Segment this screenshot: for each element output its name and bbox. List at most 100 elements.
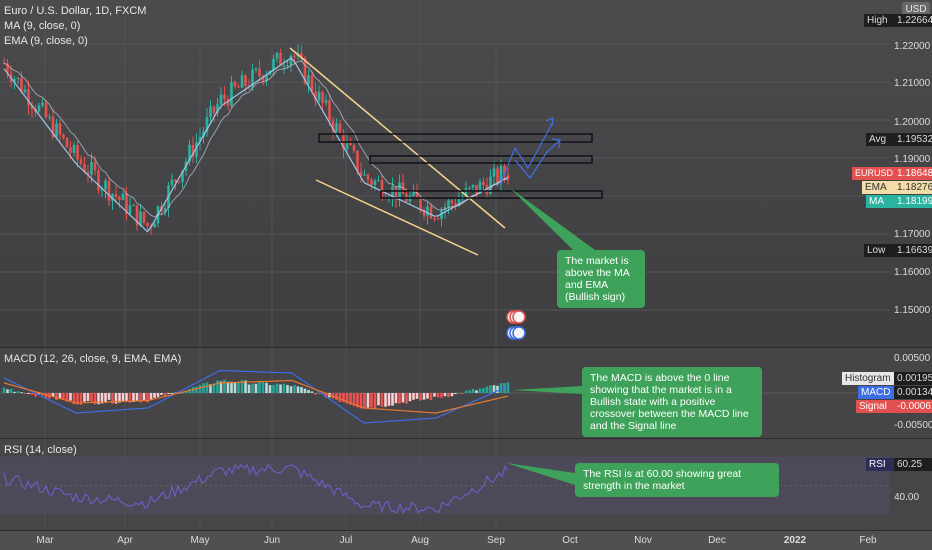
price-pane[interactable]: Euro / U.S. Dollar, 1D, FXCM MA (9, clos… [0,0,932,347]
histogram-bar [272,384,275,393]
low-tag-value: 1.16639 [894,244,932,257]
candle-body [139,211,142,226]
candle-body [258,68,261,76]
candle-body [188,144,191,162]
candle-body [377,180,380,182]
histogram-bar [363,393,366,409]
histogram-bar [380,393,384,407]
rsi-pane[interactable]: RSI (14, close) 40.00 RSI 60.25 The RSI … [0,438,932,531]
candle-body [100,189,104,191]
histogram-bar [447,393,450,398]
candle-body [237,86,240,88]
candle-body [121,193,125,201]
candle-body [44,102,48,118]
candle-body [191,144,195,157]
histogram-bar [506,382,510,393]
price-tick: 1.22000 [894,41,931,52]
high-tag-value: 1.22664 [894,14,932,27]
candle-body [233,81,237,87]
resistance-zone [369,155,593,164]
histogram-bar [300,387,303,393]
ema-legend[interactable]: EMA (9, close, 0) [4,35,88,47]
candle-body [48,116,51,118]
histogram-bar [370,393,373,408]
candle-body [216,104,219,113]
candle-body [27,89,30,106]
candle-body [170,179,174,186]
candle-body [303,57,307,84]
macd-callout: The MACD is above the 0 line showing tha… [582,367,762,437]
candle-body [426,206,429,216]
candle-body [20,77,23,93]
rsi-tick: 40.00 [894,492,920,503]
candle-body [370,179,373,185]
histogram-bar [79,393,83,405]
histogram-bar [111,393,114,404]
histogram-bar [76,393,79,405]
candle-body [338,123,342,133]
histogram-bar [104,393,107,403]
signal-tag-label: Signal [856,400,894,413]
histogram-bar [254,383,258,393]
time-axis[interactable]: Mar Apr May Jun Jul Aug Sep Oct Nov Dec … [0,530,932,550]
histogram-bar [296,386,300,393]
candle-body [209,106,212,118]
month-label: Apr [117,535,133,546]
histogram-bar [34,393,37,397]
candle-body [153,223,156,228]
candle-body [391,186,394,199]
candle-body [86,172,90,175]
histogram-bar [478,388,482,393]
histogram-bar [9,388,13,393]
macd-pane[interactable]: MACD (12, 26, close, 9, EMA, EMA) 0.0050… [0,347,932,438]
candle-body [321,92,324,103]
candle-body [163,207,167,212]
candle-body [104,180,107,190]
histogram-bar [135,393,139,401]
histogram-bar [485,386,489,393]
histogram-bar [303,388,307,393]
candle-body [272,58,275,71]
histogram-bar [461,393,464,394]
histogram-bar [251,383,254,393]
callout-pointer [510,188,595,250]
month-label: May [190,535,210,546]
month-label: 2022 [783,535,807,546]
histogram-bar [216,380,219,393]
histogram-bar [121,393,125,402]
candle-body [107,180,111,201]
candle-body [293,55,296,57]
histogram-bar [170,393,174,394]
macd-tick: 0.00500 [894,353,931,364]
histogram-bar [310,391,314,393]
candle-body [307,75,310,84]
candle-body [317,92,321,101]
candle-body [69,147,72,153]
projection-arrowhead [551,138,561,149]
histogram-bar [345,393,349,404]
histogram-bar [6,389,9,393]
histogram-bar [72,393,76,405]
projection-path [499,121,554,186]
histogram-bar [471,388,475,393]
candle-body [380,180,384,197]
ma-tag-value: 1.18199 [894,195,932,208]
candle-body [468,187,471,189]
symbol-title: Euro / U.S. Dollar, 1D, FXCM [4,5,147,17]
candle-body [30,105,34,109]
candle-body [300,53,303,58]
candle-body [457,199,461,206]
candle-body [422,209,426,216]
histogram-bar [412,393,415,400]
candle-body [345,141,349,150]
ma-legend[interactable]: MA (9, close, 0) [4,20,81,32]
histogram-bar [114,393,118,404]
histogram-bar [146,393,149,403]
histogram-bar [174,392,177,394]
histogram-bar [219,381,223,393]
histogram-bar [429,393,433,401]
histogram-bar [51,393,55,397]
rsi-tag-label: RSI [866,458,894,471]
month-label: Nov [634,535,652,546]
trendline-lower [315,179,479,256]
